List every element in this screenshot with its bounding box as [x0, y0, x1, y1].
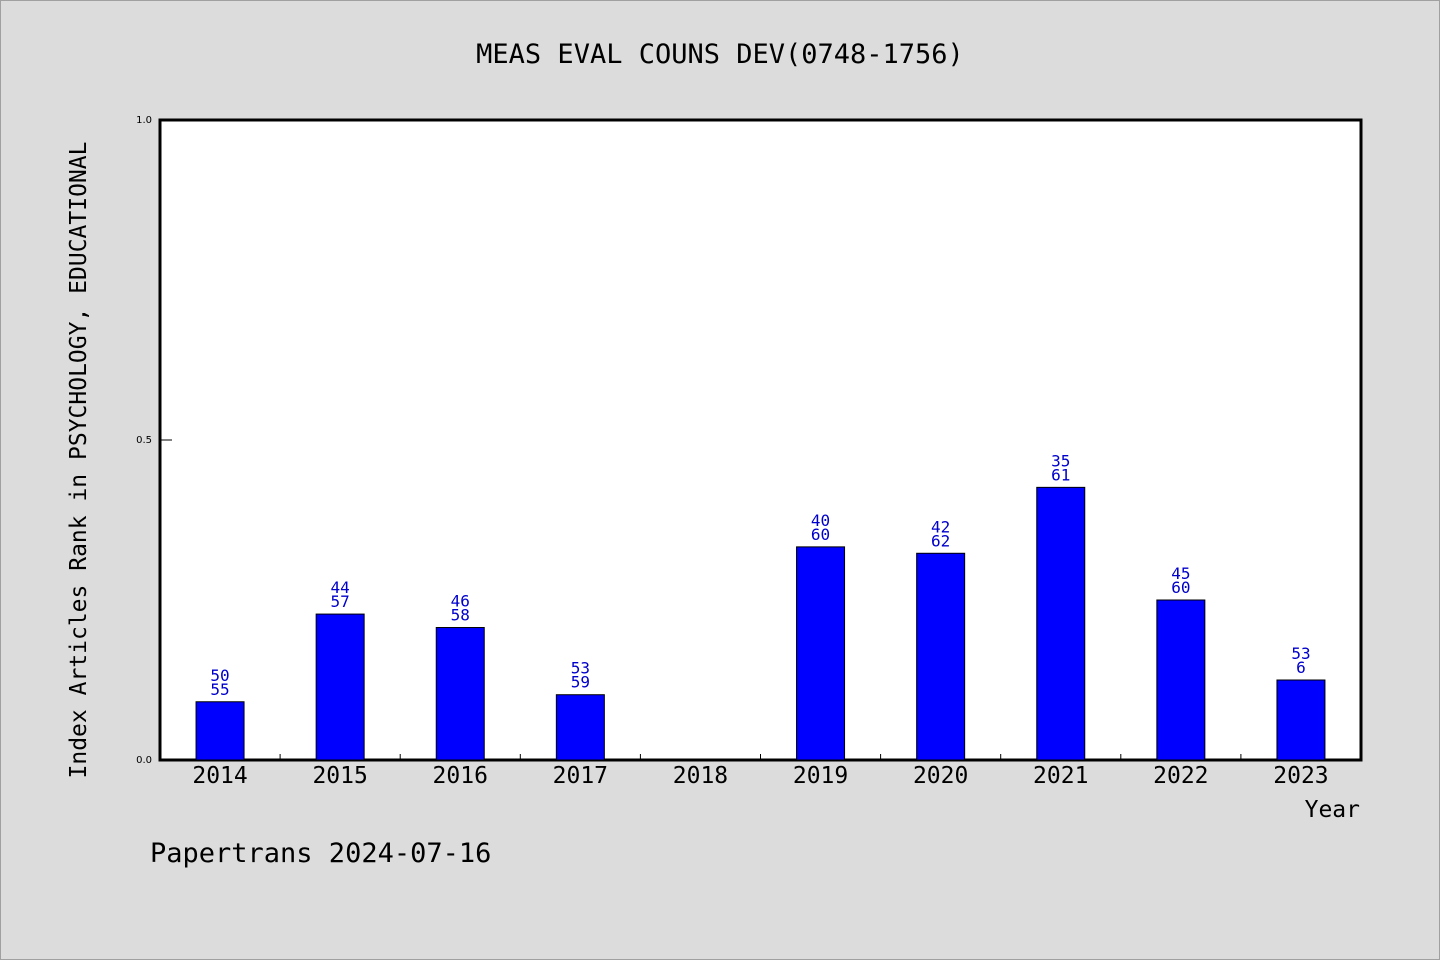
- bar-2019: [796, 546, 846, 761]
- bar-2021: [1036, 486, 1086, 761]
- x-tick-label-2023: 2023: [1273, 763, 1328, 789]
- x-tick-label-2019: 2019: [793, 763, 848, 789]
- bars: [195, 486, 1326, 761]
- bar-label-top-2017: 53: [571, 659, 590, 678]
- y-axis: 0.0 0.5 1.0: [136, 115, 172, 766]
- x-tick-label-2016: 2016: [433, 763, 488, 789]
- footer-text: Papertrans 2024-07-16: [150, 838, 491, 869]
- bar-label-bottom-2016: 58: [451, 606, 470, 625]
- y-tick-label-1: 0.5: [136, 435, 152, 446]
- x-tick-label-2017: 2017: [553, 763, 608, 789]
- y-tick-label-2: 1.0: [136, 115, 152, 126]
- bar-label-bottom-2015: 57: [331, 592, 350, 611]
- y-tick-label-0: 0.0: [136, 755, 152, 766]
- bar-label-top-2015: 44: [331, 578, 350, 597]
- x-tick-label-2014: 2014: [192, 763, 247, 789]
- bar-label-top-2014: 50: [210, 666, 229, 685]
- bar-2017: [555, 694, 605, 761]
- bar-2023: [1276, 679, 1326, 761]
- bar-2020: [916, 552, 966, 761]
- bar-label-bottom-2023: 6: [1296, 658, 1306, 677]
- bar-2015: [315, 613, 365, 761]
- x-tick-label-2021: 2021: [1033, 763, 1088, 789]
- bar-label-bottom-2017: 59: [571, 673, 590, 692]
- y-axis-label: Index Articles Rank in PSYCHOLOGY, EDUCA…: [66, 142, 92, 779]
- bar-label-bottom-2020: 62: [931, 531, 950, 550]
- bar-label-top-2020: 42: [931, 517, 950, 536]
- bar-label-top-2022: 45: [1171, 564, 1190, 583]
- bar-label-top-2021: 35: [1051, 451, 1070, 470]
- bar-2014: [195, 701, 245, 761]
- x-tick-label-2018: 2018: [673, 763, 728, 789]
- bar-label-top-2023: 53: [1291, 644, 1310, 663]
- x-tick-label-2020: 2020: [913, 763, 968, 789]
- x-tick-label-2022: 2022: [1153, 763, 1208, 789]
- bar-2016: [435, 627, 485, 761]
- x-axis-label: Year: [1305, 797, 1360, 823]
- bar-label-bottom-2019: 60: [811, 525, 830, 544]
- x-tick-label-2015: 2015: [312, 763, 367, 789]
- bar-label-bottom-2021: 61: [1051, 465, 1070, 484]
- bar-label-top-2016: 46: [451, 592, 470, 611]
- chart-title: MEAS EVAL COUNS DEV(0748-1756): [476, 39, 964, 70]
- bar-label-bottom-2014: 55: [210, 680, 229, 699]
- bar-label-bottom-2022: 60: [1171, 578, 1190, 597]
- x-axis: 2014 2015 2016 2017 2018 2019 2020 2021 2022 2023: [192, 754, 1329, 789]
- bar-2022: [1156, 599, 1206, 761]
- bar-label-top-2019: 40: [811, 511, 830, 530]
